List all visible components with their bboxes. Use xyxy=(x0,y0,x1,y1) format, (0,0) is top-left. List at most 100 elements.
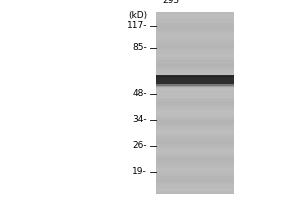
Bar xyxy=(156,108,234,109)
Bar xyxy=(156,101,234,102)
Bar xyxy=(156,180,234,181)
Bar xyxy=(156,191,234,192)
Bar xyxy=(156,187,234,188)
Bar xyxy=(156,182,234,183)
Bar xyxy=(156,168,234,169)
Bar xyxy=(156,38,234,39)
Bar xyxy=(156,43,234,44)
Bar xyxy=(156,84,234,86)
Bar xyxy=(156,66,234,67)
Bar xyxy=(156,161,234,162)
Bar xyxy=(156,79,234,80)
Bar xyxy=(156,33,234,34)
Bar xyxy=(156,104,234,105)
Bar xyxy=(156,186,234,187)
Bar xyxy=(156,14,234,15)
Bar xyxy=(156,45,234,46)
Bar xyxy=(156,84,234,85)
Bar xyxy=(156,61,234,62)
Bar xyxy=(156,63,234,64)
Bar xyxy=(156,30,234,31)
Bar xyxy=(156,100,234,101)
Bar xyxy=(156,133,234,134)
Bar xyxy=(156,15,234,16)
Bar xyxy=(156,190,234,191)
Bar xyxy=(156,32,234,33)
Bar xyxy=(156,142,234,143)
Bar xyxy=(156,121,234,122)
Bar xyxy=(156,64,234,65)
Bar xyxy=(156,85,234,86)
Bar xyxy=(156,94,234,95)
Bar xyxy=(156,102,234,103)
Bar xyxy=(156,37,234,38)
Text: 34-: 34- xyxy=(132,116,147,124)
Bar xyxy=(156,36,234,37)
Bar xyxy=(156,77,234,78)
Bar xyxy=(156,116,234,117)
Bar xyxy=(156,157,234,158)
Bar xyxy=(156,107,234,108)
Bar xyxy=(156,69,234,70)
Bar xyxy=(156,19,234,20)
Bar xyxy=(156,125,234,126)
Bar xyxy=(156,29,234,30)
Bar xyxy=(156,118,234,119)
Bar xyxy=(156,31,234,32)
Bar xyxy=(156,136,234,137)
Text: (kD): (kD) xyxy=(128,11,147,20)
Bar xyxy=(156,78,234,79)
Bar xyxy=(156,96,234,97)
Bar xyxy=(156,170,234,171)
Bar xyxy=(156,92,234,93)
Bar xyxy=(156,62,234,63)
Bar xyxy=(156,12,234,13)
Bar xyxy=(156,89,234,90)
Bar xyxy=(156,144,234,145)
Text: 48-: 48- xyxy=(132,90,147,98)
Bar xyxy=(156,24,234,25)
Bar xyxy=(156,55,234,56)
Bar xyxy=(156,167,234,168)
Bar xyxy=(156,113,234,114)
Bar xyxy=(156,25,234,26)
Bar xyxy=(156,126,234,127)
Bar xyxy=(156,114,234,115)
Bar xyxy=(156,97,234,98)
Bar xyxy=(156,159,234,160)
Bar xyxy=(156,178,234,179)
Bar xyxy=(156,185,234,186)
Bar xyxy=(156,44,234,45)
Bar xyxy=(156,153,234,154)
Bar xyxy=(156,20,234,21)
Bar xyxy=(156,59,234,60)
Bar xyxy=(156,93,234,94)
Bar xyxy=(156,75,234,78)
Bar xyxy=(156,75,234,77)
Bar xyxy=(156,86,234,87)
Bar xyxy=(156,90,234,91)
Bar xyxy=(156,27,234,28)
Bar xyxy=(156,171,234,172)
Bar xyxy=(156,132,234,133)
Bar xyxy=(156,56,234,57)
Bar xyxy=(156,73,234,74)
Bar xyxy=(156,164,234,165)
Text: 26-: 26- xyxy=(132,142,147,150)
Bar xyxy=(156,150,234,151)
Bar xyxy=(156,183,234,184)
Bar xyxy=(156,76,234,77)
Bar xyxy=(156,129,234,130)
Bar xyxy=(156,111,234,112)
Bar xyxy=(156,48,234,49)
Bar xyxy=(156,119,234,120)
Bar xyxy=(156,193,234,194)
Bar xyxy=(156,65,234,66)
Bar xyxy=(156,137,234,138)
Bar xyxy=(156,58,234,59)
Bar xyxy=(156,17,234,18)
Bar xyxy=(156,99,234,100)
Bar xyxy=(156,192,234,193)
Bar xyxy=(156,115,234,116)
Bar xyxy=(156,46,234,47)
